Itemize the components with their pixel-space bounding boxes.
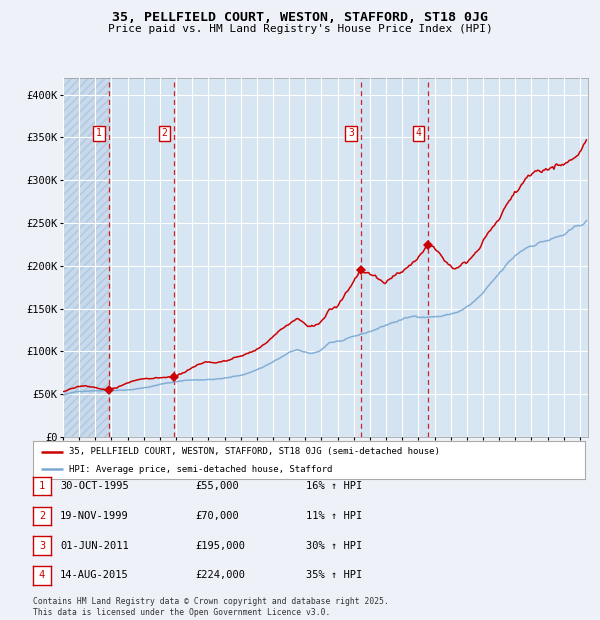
Text: £70,000: £70,000 xyxy=(195,511,239,521)
Text: 35, PELLFIELD COURT, WESTON, STAFFORD, ST18 0JG: 35, PELLFIELD COURT, WESTON, STAFFORD, S… xyxy=(112,11,488,24)
Text: 4: 4 xyxy=(39,570,45,580)
Text: £224,000: £224,000 xyxy=(195,570,245,580)
Text: 35, PELLFIELD COURT, WESTON, STAFFORD, ST18 0JG (semi-detached house): 35, PELLFIELD COURT, WESTON, STAFFORD, S… xyxy=(69,448,440,456)
Text: 2: 2 xyxy=(39,511,45,521)
Bar xyxy=(361,78,428,437)
Text: Contains HM Land Registry data © Crown copyright and database right 2025.: Contains HM Land Registry data © Crown c… xyxy=(33,597,389,606)
Text: 3: 3 xyxy=(348,128,354,138)
Text: 4: 4 xyxy=(416,128,422,138)
Text: 1: 1 xyxy=(39,481,45,491)
Bar xyxy=(109,78,174,437)
Text: 30-OCT-1995: 30-OCT-1995 xyxy=(60,481,129,491)
Text: 30% ↑ HPI: 30% ↑ HPI xyxy=(306,541,362,551)
Text: 3: 3 xyxy=(39,541,45,551)
Text: This data is licensed under the Open Government Licence v3.0.: This data is licensed under the Open Gov… xyxy=(33,608,331,617)
Text: HPI: Average price, semi-detached house, Stafford: HPI: Average price, semi-detached house,… xyxy=(69,465,332,474)
Text: 1: 1 xyxy=(96,128,102,138)
Text: 11% ↑ HPI: 11% ↑ HPI xyxy=(306,511,362,521)
Text: 14-AUG-2015: 14-AUG-2015 xyxy=(60,570,129,580)
Text: £55,000: £55,000 xyxy=(195,481,239,491)
Text: 01-JUN-2011: 01-JUN-2011 xyxy=(60,541,129,551)
Text: 35% ↑ HPI: 35% ↑ HPI xyxy=(306,570,362,580)
Text: £195,000: £195,000 xyxy=(195,541,245,551)
Text: Price paid vs. HM Land Registry's House Price Index (HPI): Price paid vs. HM Land Registry's House … xyxy=(107,24,493,33)
Text: 16% ↑ HPI: 16% ↑ HPI xyxy=(306,481,362,491)
Text: 19-NOV-1999: 19-NOV-1999 xyxy=(60,511,129,521)
Text: 2: 2 xyxy=(161,128,167,138)
Bar xyxy=(63,78,109,437)
